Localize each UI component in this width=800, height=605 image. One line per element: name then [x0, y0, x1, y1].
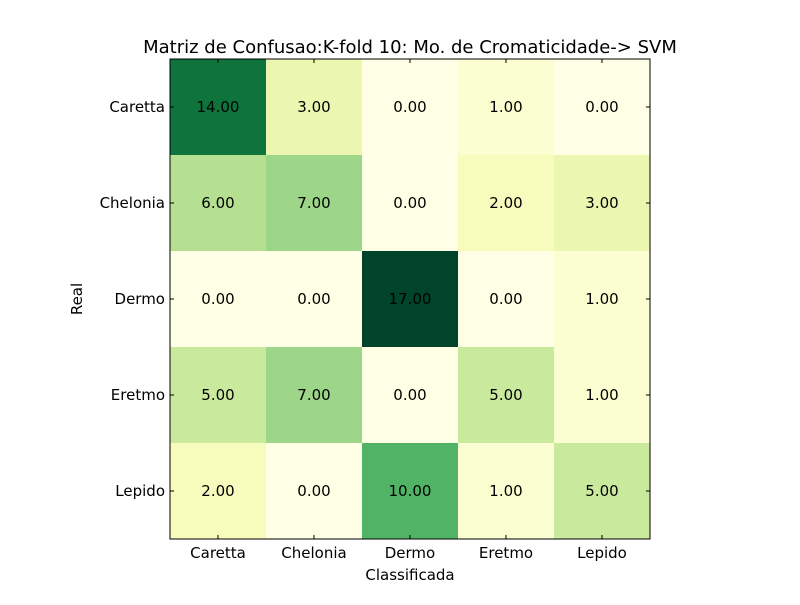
heatmap-cell-label: 0.00 — [585, 98, 618, 116]
heatmap-cell-label: 2.00 — [201, 482, 234, 500]
y-axis-tick-labels: Caretta Chelonia Dermo Eretmo Lepido — [100, 98, 165, 500]
heatmap-cell-label: 10.00 — [389, 482, 432, 500]
heatmap-cell — [170, 155, 266, 251]
heatmap-cell-label: 0.00 — [201, 290, 234, 308]
y-tick-label: Chelonia — [100, 194, 165, 212]
heatmap-cell-label: 1.00 — [489, 98, 522, 116]
heatmap-cell — [554, 251, 650, 347]
heatmap-cell — [170, 59, 266, 155]
heatmap-cell — [458, 155, 554, 251]
heatmap-cell — [554, 347, 650, 443]
x-tick-label: Eretmo — [479, 544, 533, 562]
heatmap-cell — [266, 251, 362, 347]
heatmap-cell-labels: 14.00 3.00 0.00 1.00 0.00 6.00 7.00 0.00 2.00 3.0… — [197, 98, 619, 500]
heatmap-cell — [170, 443, 266, 539]
heatmap-cell — [554, 59, 650, 155]
heatmap-cell-label: 1.00 — [489, 482, 522, 500]
heatmap-cell — [362, 347, 458, 443]
heatmap-cell-label: 1.00 — [585, 386, 618, 404]
heatmap-cell — [554, 155, 650, 251]
heatmap-cell-label: 6.00 — [201, 194, 234, 212]
heatmap-cell-label: 0.00 — [393, 98, 426, 116]
y-tick-label: Lepido — [115, 482, 165, 500]
heatmap-cell — [362, 443, 458, 539]
heatmap-cell-label: 14.00 — [197, 98, 240, 116]
heatmap-cell-label: 7.00 — [297, 386, 330, 404]
heatmap-cell-label: 3.00 — [585, 194, 618, 212]
y-axis-label: Real — [68, 283, 86, 315]
heatmap-cell — [458, 347, 554, 443]
heatmap-cell-label: 1.00 — [585, 290, 618, 308]
heatmap-cell-label: 0.00 — [489, 290, 522, 308]
heatmap-cell-label: 0.00 — [297, 482, 330, 500]
heatmap-cell — [170, 347, 266, 443]
heatmap-cell — [266, 347, 362, 443]
heatmap-cell — [458, 251, 554, 347]
heatmap-cell-label: 5.00 — [201, 386, 234, 404]
chart-title: Matriz de Confusao:K-fold 10: Mo. de Cro… — [143, 37, 677, 58]
y-tick-label: Dermo — [115, 290, 165, 308]
heatmap-cell-label: 0.00 — [393, 194, 426, 212]
x-tick-label: Lepido — [577, 544, 627, 562]
heatmap-cell-label: 5.00 — [489, 386, 522, 404]
x-axis-tick-labels: Caretta Chelonia Dermo Eretmo Lepido — [190, 544, 627, 562]
axis-ticks — [170, 59, 650, 539]
heatmap-cell — [554, 443, 650, 539]
heatmap-cells — [170, 59, 650, 539]
heatmap-cell-label: 0.00 — [297, 290, 330, 308]
x-tick-label: Caretta — [190, 544, 246, 562]
heatmap-cell — [266, 443, 362, 539]
heatmap-cell — [170, 251, 266, 347]
heatmap-cell — [362, 59, 458, 155]
x-axis-label: Classificada — [365, 566, 454, 584]
heatmap-cell — [266, 155, 362, 251]
heatmap-cell — [362, 251, 458, 347]
y-tick-label: Eretmo — [111, 386, 165, 404]
heatmap-cell — [458, 59, 554, 155]
heatmap-cell-label: 2.00 — [489, 194, 522, 212]
heatmap-cell — [458, 443, 554, 539]
heatmap-cell-label: 5.00 — [585, 482, 618, 500]
heatmap-cell-label: 17.00 — [389, 290, 432, 308]
x-tick-label: Dermo — [385, 544, 435, 562]
heatmap-cell — [362, 155, 458, 251]
y-tick-label: Caretta — [109, 98, 165, 116]
heatmap-cell-label: 3.00 — [297, 98, 330, 116]
heatmap-cell-label: 7.00 — [297, 194, 330, 212]
heatmap-cell — [266, 59, 362, 155]
x-tick-label: Chelonia — [281, 544, 346, 562]
heatmap-cell-label: 0.00 — [393, 386, 426, 404]
